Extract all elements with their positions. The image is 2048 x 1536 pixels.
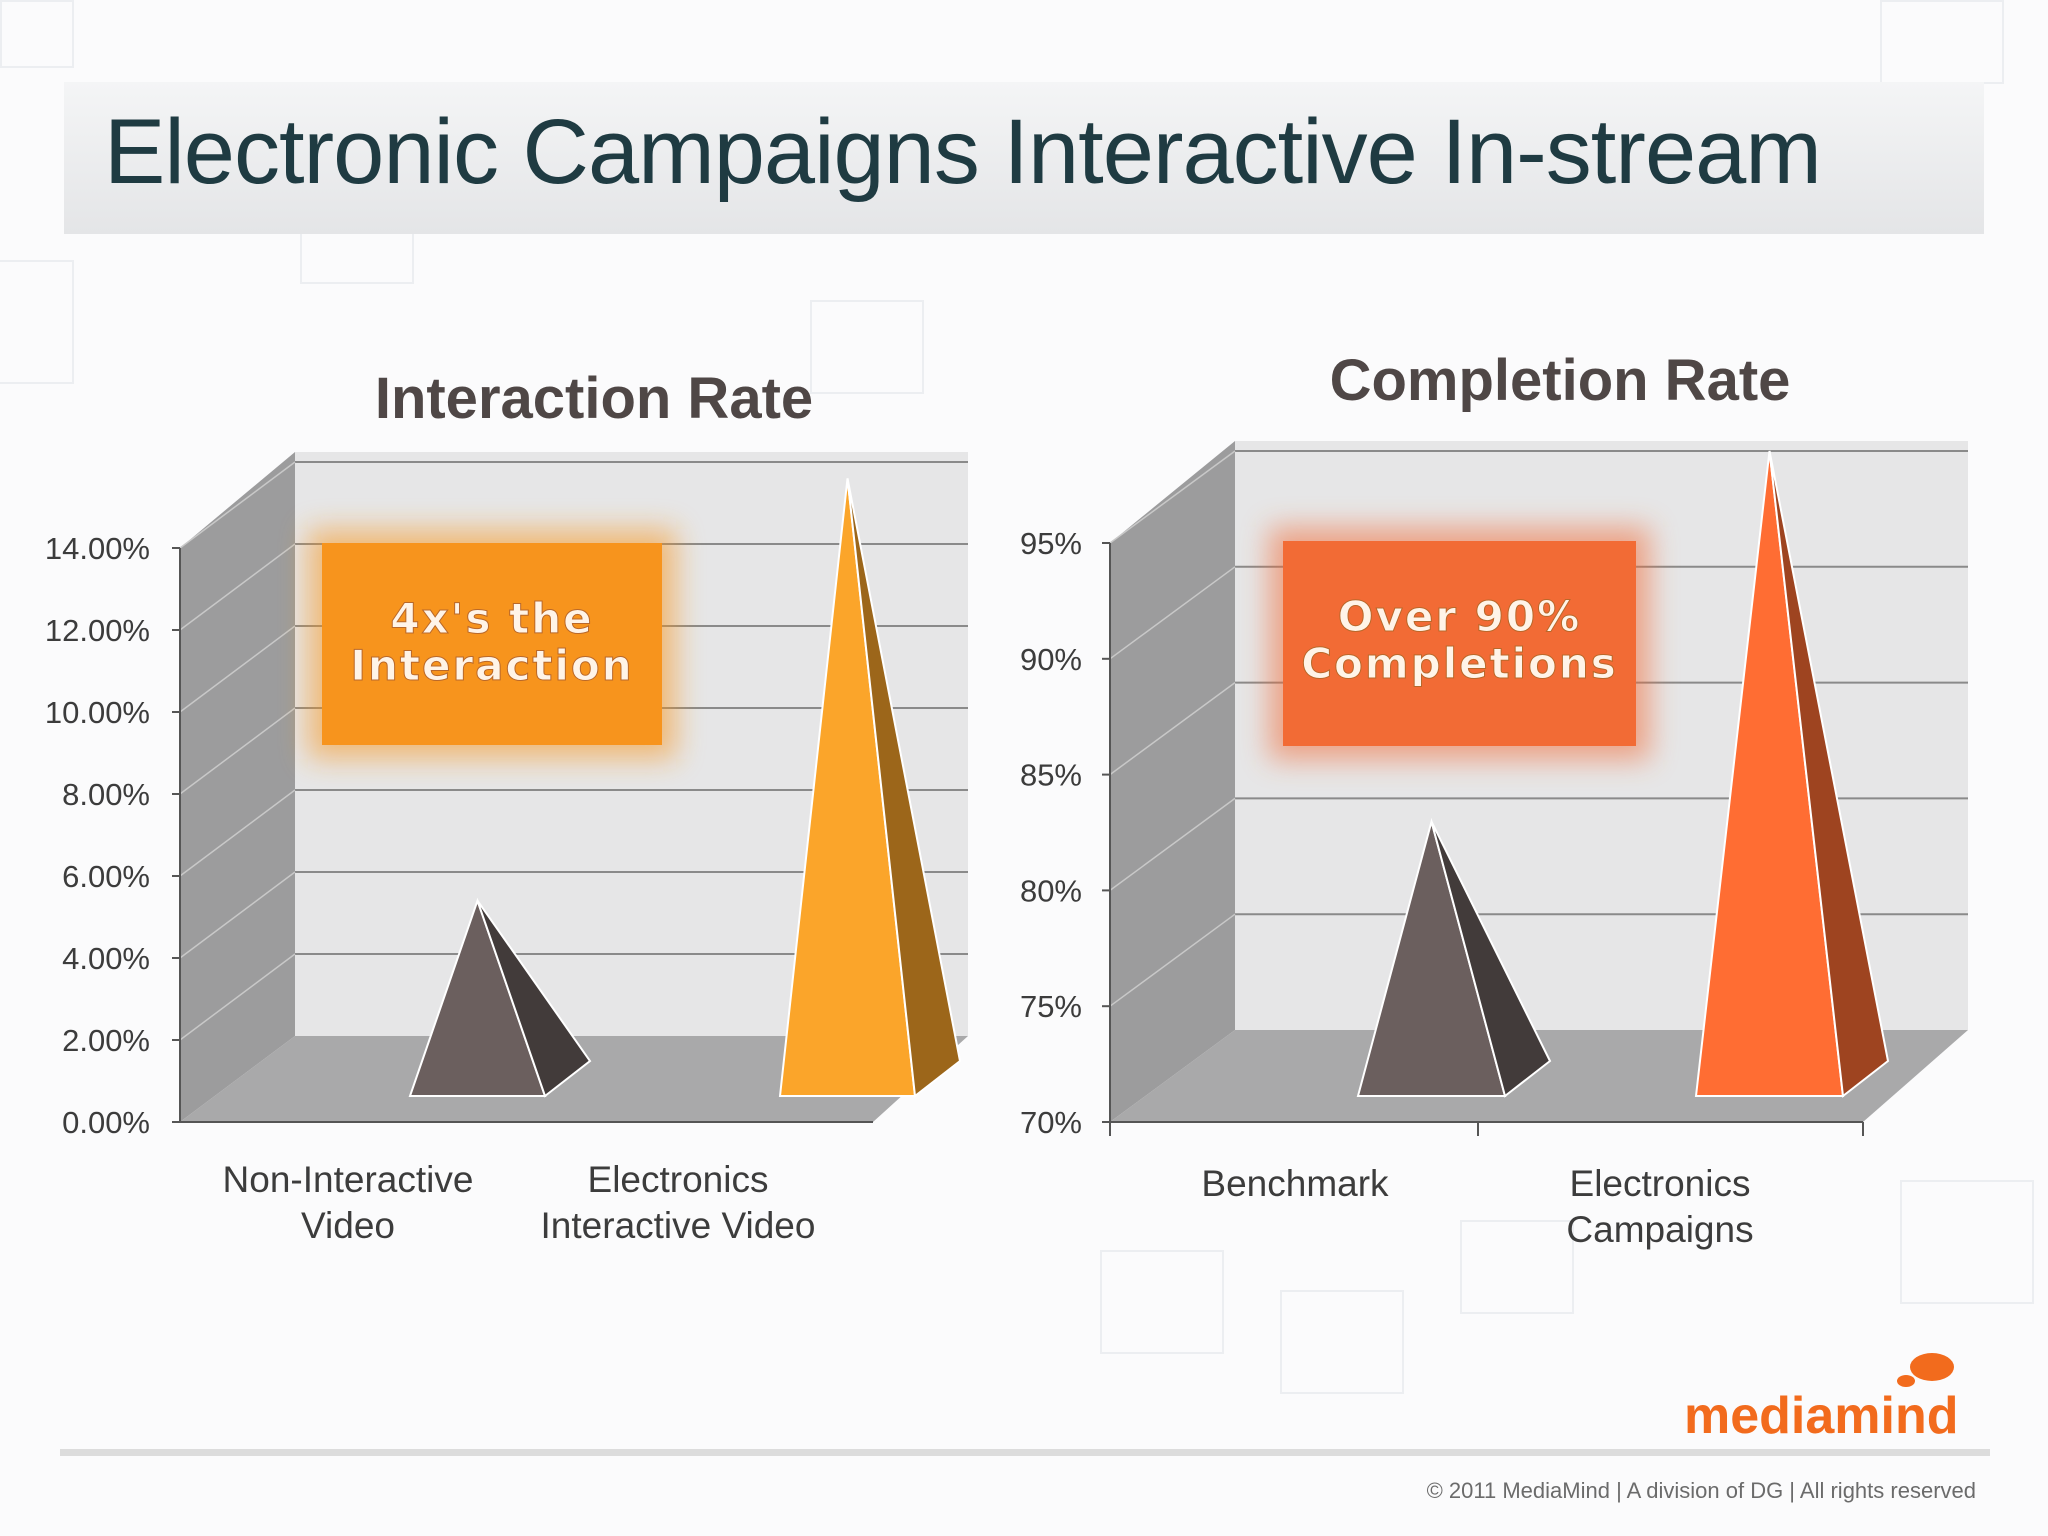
x-category-label: Video	[301, 1205, 395, 1246]
y-tick-label: 0.00%	[62, 1105, 150, 1140]
callout-text: Over 90%	[1338, 592, 1581, 641]
y-tick-label: 70%	[1020, 1105, 1082, 1140]
x-category-label: Non-Interactive	[223, 1159, 474, 1200]
title-band	[64, 82, 1984, 234]
chart-0: 0.00% 2.00% 4.00% 6.00% 8.00% 10.00% 12.00% 14.…	[45, 366, 968, 1246]
y-tick-label: 14.00%	[45, 531, 150, 566]
callout-text: Interaction	[350, 641, 633, 690]
callout-box	[1283, 541, 1636, 746]
x-category-label: Electronics	[1570, 1163, 1751, 1204]
chart-side-wall	[180, 452, 295, 1122]
chart-gridline-diag	[179, 625, 296, 713]
callout-text: 4x's the	[390, 594, 593, 643]
pyramid-side-face	[1768, 450, 1890, 1098]
y-tick-label: 4.00%	[62, 941, 150, 976]
chart-side-wall	[1110, 441, 1235, 1122]
chart-gridline-diag	[179, 461, 296, 549]
y-tick-label: 95%	[1020, 526, 1082, 561]
footer-copyright: © 2011 MediaMind | A division of DG | Al…	[1426, 1478, 1976, 1503]
y-tick-label: 2.00%	[62, 1023, 150, 1058]
y-tick-label: 10.00%	[45, 695, 150, 730]
y-tick-label: 6.00%	[62, 859, 150, 894]
y-tick-label: 80%	[1020, 873, 1082, 908]
pyramid-side-face	[846, 478, 962, 1098]
background-square	[1280, 1290, 1404, 1394]
background-square	[1100, 1250, 1224, 1354]
svg-text:mediamind: mediamind	[1684, 1387, 1959, 1445]
chart-title: Interaction Rate	[375, 366, 813, 431]
background-square	[0, 0, 74, 68]
x-category-label: Electronics	[588, 1159, 769, 1200]
page-title: Electronic Campaigns Interactive In-stre…	[104, 101, 1822, 203]
chart-gridline-diag	[1109, 913, 1236, 1007]
callout-box	[322, 543, 662, 745]
chart-gridline-diag	[1109, 797, 1236, 892]
pyramid-side-face	[1430, 821, 1552, 1098]
background-square	[1900, 1180, 2034, 1304]
y-tick-label: 8.00%	[62, 777, 150, 812]
chart-1: 70% 75% 80% 85% 90% 95% Completion Rate Over 90…	[1020, 348, 1968, 1250]
background-square	[0, 260, 74, 384]
background-square	[810, 300, 924, 394]
background-square	[1460, 1220, 1574, 1314]
chart-gridline-diag	[179, 871, 296, 959]
pyramid-side-face	[476, 900, 592, 1098]
x-category-label: Campaigns	[1566, 1209, 1753, 1250]
mediamind-logo: mediamind	[1684, 1353, 1959, 1445]
y-tick-label: 12.00%	[45, 613, 150, 648]
chart-title: Completion Rate	[1330, 348, 1791, 413]
y-tick-label: 75%	[1020, 989, 1082, 1024]
callout-text: Completions	[1301, 639, 1618, 688]
chart-gridline-diag	[179, 543, 296, 631]
chart-gridline-diag	[179, 953, 296, 1041]
chart-gridline-diag	[179, 789, 296, 877]
chart-gridline-diag	[1109, 450, 1236, 544]
footer-rule	[60, 1449, 1990, 1456]
chart-floor	[180, 1036, 968, 1122]
chart-gridline-diag	[179, 707, 296, 795]
chart-gridline-diag	[1109, 681, 1236, 776]
y-tick-label: 85%	[1020, 758, 1082, 793]
x-category-label: Benchmark	[1201, 1163, 1389, 1204]
x-category-label: Interactive Video	[541, 1205, 816, 1246]
y-tick-label: 90%	[1020, 642, 1082, 677]
chart-gridline-diag	[1109, 566, 1236, 660]
